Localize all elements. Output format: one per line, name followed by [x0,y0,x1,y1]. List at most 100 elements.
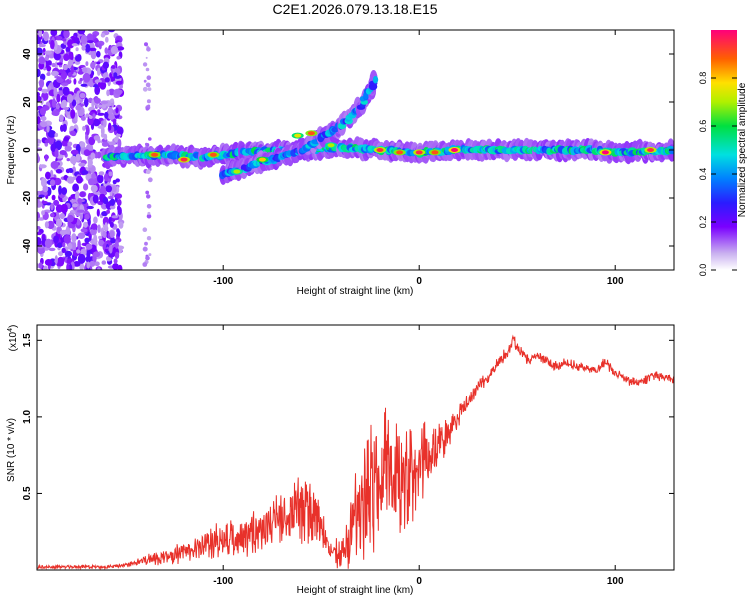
noise-speck [108,113,115,120]
y-tick-label: -20 [22,190,33,205]
svg-text:(x104): (x104) [7,325,19,352]
noise-speck [37,87,43,92]
hotspot [415,150,423,155]
noise-speck [94,97,101,104]
noise-speck [56,218,63,227]
noise-speck [96,104,103,108]
noise-speck [84,97,89,108]
noise-speck [97,125,105,129]
noise-speck [104,77,110,83]
colorbar: 0.0 0.2 0.4 0.6 0.8 Normalized spectral ampl… [698,30,748,276]
hotspot [180,157,188,162]
noise-speck [115,80,123,85]
noise-speck [37,143,40,147]
noise-speck [55,169,63,174]
noise-speck [91,99,95,109]
snr-scale-exponent: 4 [7,328,14,332]
noise-speck [91,172,96,181]
noise-speck [59,213,65,220]
noise-speck [88,178,95,186]
noise-speck [145,67,150,72]
noise-speck [39,107,46,116]
noise-speck [55,204,63,213]
noise-speck [79,141,86,148]
noise-speck [92,118,101,127]
noise-speck [97,174,104,184]
noise-speck [103,173,109,182]
hotspot [294,133,302,138]
noise-speck [44,139,50,144]
noise-speck [37,115,41,125]
noise-speck [76,175,83,184]
noise-speck [146,99,151,104]
noise-speck [57,256,65,267]
noise-speck [70,109,76,119]
noise-speck [55,104,60,110]
noise-speck [46,72,51,76]
x-tick-label: 100 [607,576,624,587]
noise-speck [63,136,70,142]
x-tick-label: 0 [416,276,422,287]
noise-speck [103,133,108,141]
noise-speck [37,36,41,45]
noise-speck [44,50,52,55]
noise-speck [77,30,86,35]
snr-series-line [37,334,674,570]
noise-speck [77,197,83,204]
noise-speck [44,154,48,162]
noise-speck [97,67,101,76]
noise-speck [109,198,116,206]
snr-frame [36,324,675,571]
noise-speck [68,51,73,60]
noise-speck [74,55,82,62]
snr-x-ticks: -100 0 100 [213,325,624,587]
noise-speck [88,47,97,52]
snr-y-label: SNR (10 * v/v) [6,418,17,482]
hotspot [647,148,654,152]
noise-speck [146,236,152,241]
noise-speck [75,47,79,52]
noise-speck [107,106,113,115]
noise-speck [96,61,101,65]
noise-speck [56,93,61,103]
noise-speck [76,249,81,254]
noise-speck [98,43,102,50]
snr-scale-prefix: (x10 [8,331,19,351]
noise-speck [110,45,119,55]
noise-speck [66,158,71,162]
noise-speck [108,141,116,146]
noise-speck [146,213,152,219]
noise-speck [60,82,69,87]
noise-speck [75,104,82,111]
noise-speck [82,72,91,83]
noise-speck [38,78,45,88]
noise-speck [51,194,56,201]
noise-speck [64,250,73,257]
noise-speck [114,240,119,249]
noise-speck [69,155,78,165]
noise-speck [114,89,123,95]
noise-speck [40,177,48,188]
noise-speck [88,136,96,146]
noise-speck [91,223,98,230]
noise-speck [38,30,43,38]
noise-speck [46,124,50,133]
noise-speck [144,241,148,246]
noise-speck [37,226,41,230]
noise-speck [113,72,118,78]
noise-speck [81,45,86,51]
noise-speck [142,86,148,92]
x-tick-label: -100 [213,276,233,287]
noise-speck [50,39,55,49]
noise-speck [82,66,88,73]
noise-speck [117,138,122,149]
noise-speck [59,114,64,123]
noise-speck [61,140,69,147]
noise-speck [60,71,68,80]
noise-speck [115,186,120,194]
noise-speck [63,234,71,244]
noise-speck [106,209,110,214]
noise-speck [50,179,56,187]
noise-speck [116,46,125,51]
